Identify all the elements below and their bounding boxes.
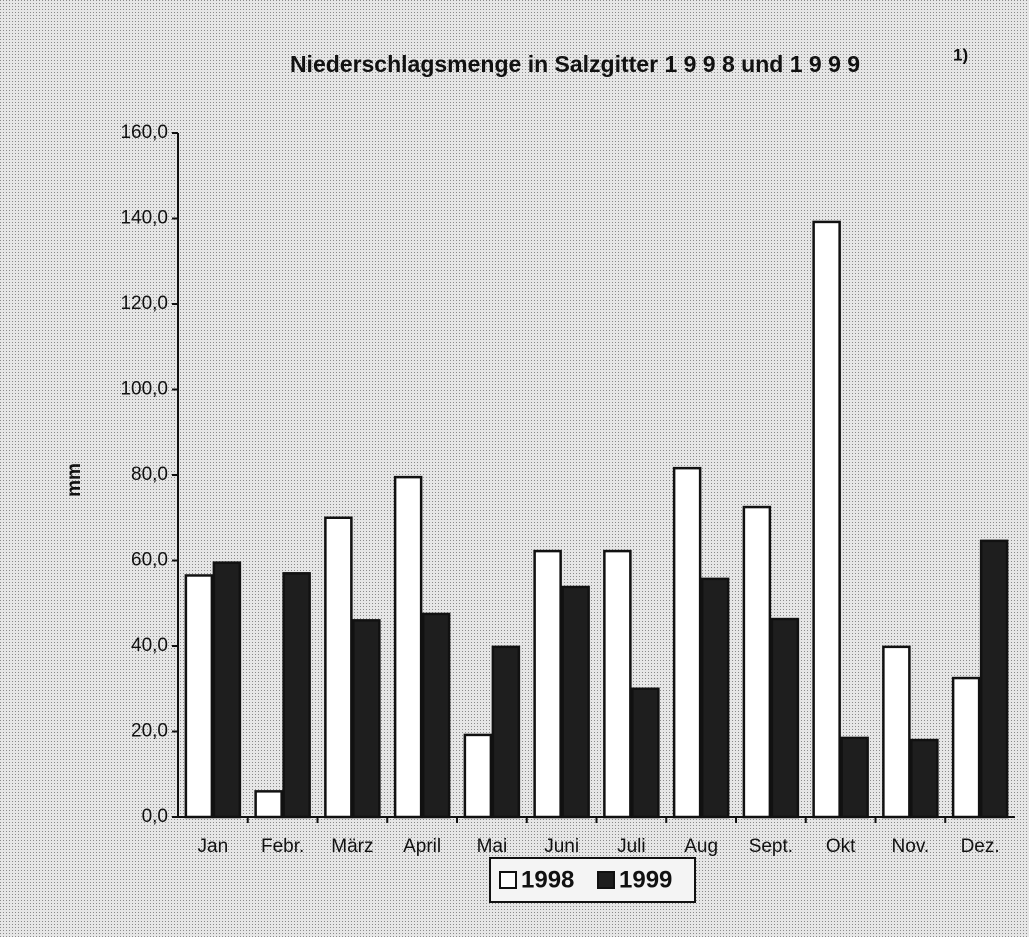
bar xyxy=(742,505,772,819)
y-axis-label: mm xyxy=(64,463,85,497)
legend: 1998 1999 xyxy=(489,857,696,903)
x-tick-label: März xyxy=(331,836,373,857)
bar xyxy=(882,645,911,819)
y-tick-label: 80,0 xyxy=(131,464,168,485)
bar xyxy=(770,617,800,819)
bar xyxy=(561,585,590,819)
legend-swatch xyxy=(597,871,615,889)
y-tick-label: 160,0 xyxy=(120,122,168,143)
x-tick-label: Nov. xyxy=(892,836,930,857)
bar xyxy=(212,561,242,819)
bar xyxy=(463,733,493,819)
bar xyxy=(603,549,632,819)
x-tick-label: Febr. xyxy=(261,836,304,857)
bar xyxy=(979,539,1009,819)
bar xyxy=(184,574,214,819)
title-note: 1) xyxy=(953,45,968,64)
bar xyxy=(282,572,311,819)
bar xyxy=(700,577,730,819)
x-tick-label: Aug xyxy=(684,836,718,857)
y-tick-label: 140,0 xyxy=(120,208,168,229)
x-tick-label: Jan xyxy=(198,836,229,857)
legend-box xyxy=(489,857,696,903)
bar xyxy=(393,475,423,819)
legend-label: 1999 xyxy=(619,866,672,893)
legend-swatch xyxy=(499,871,517,889)
bar xyxy=(631,687,660,819)
x-tick-label: April xyxy=(403,836,441,857)
bar xyxy=(324,516,353,819)
y-tick-label: 120,0 xyxy=(120,293,168,314)
bar xyxy=(421,612,451,819)
x-tick-label: Okt xyxy=(826,836,856,857)
x-tick-label: Juli xyxy=(617,836,646,857)
y-tick-label: 40,0 xyxy=(131,635,168,656)
x-tick-label: Mai xyxy=(477,836,508,857)
x-tick-label: Dez. xyxy=(961,836,1000,857)
legend-label: 1998 xyxy=(521,866,574,893)
bar xyxy=(533,549,562,819)
x-tick-label: Juni xyxy=(544,836,579,857)
x-tick-label: Sept. xyxy=(749,836,793,857)
y-tick-label: 20,0 xyxy=(131,721,168,742)
bar xyxy=(910,738,939,819)
bar xyxy=(840,736,869,819)
y-tick-label: 60,0 xyxy=(131,550,168,571)
y-tick-label: 100,0 xyxy=(120,379,168,400)
chart-title: Niederschlagsmenge in Salzgitter 1 9 9 8… xyxy=(290,51,860,77)
bar xyxy=(352,619,381,819)
bar xyxy=(672,466,702,819)
bar xyxy=(491,645,521,819)
bar xyxy=(254,790,283,819)
bar xyxy=(812,220,841,819)
bar xyxy=(951,676,981,819)
y-tick-label: 0,0 xyxy=(142,806,168,827)
